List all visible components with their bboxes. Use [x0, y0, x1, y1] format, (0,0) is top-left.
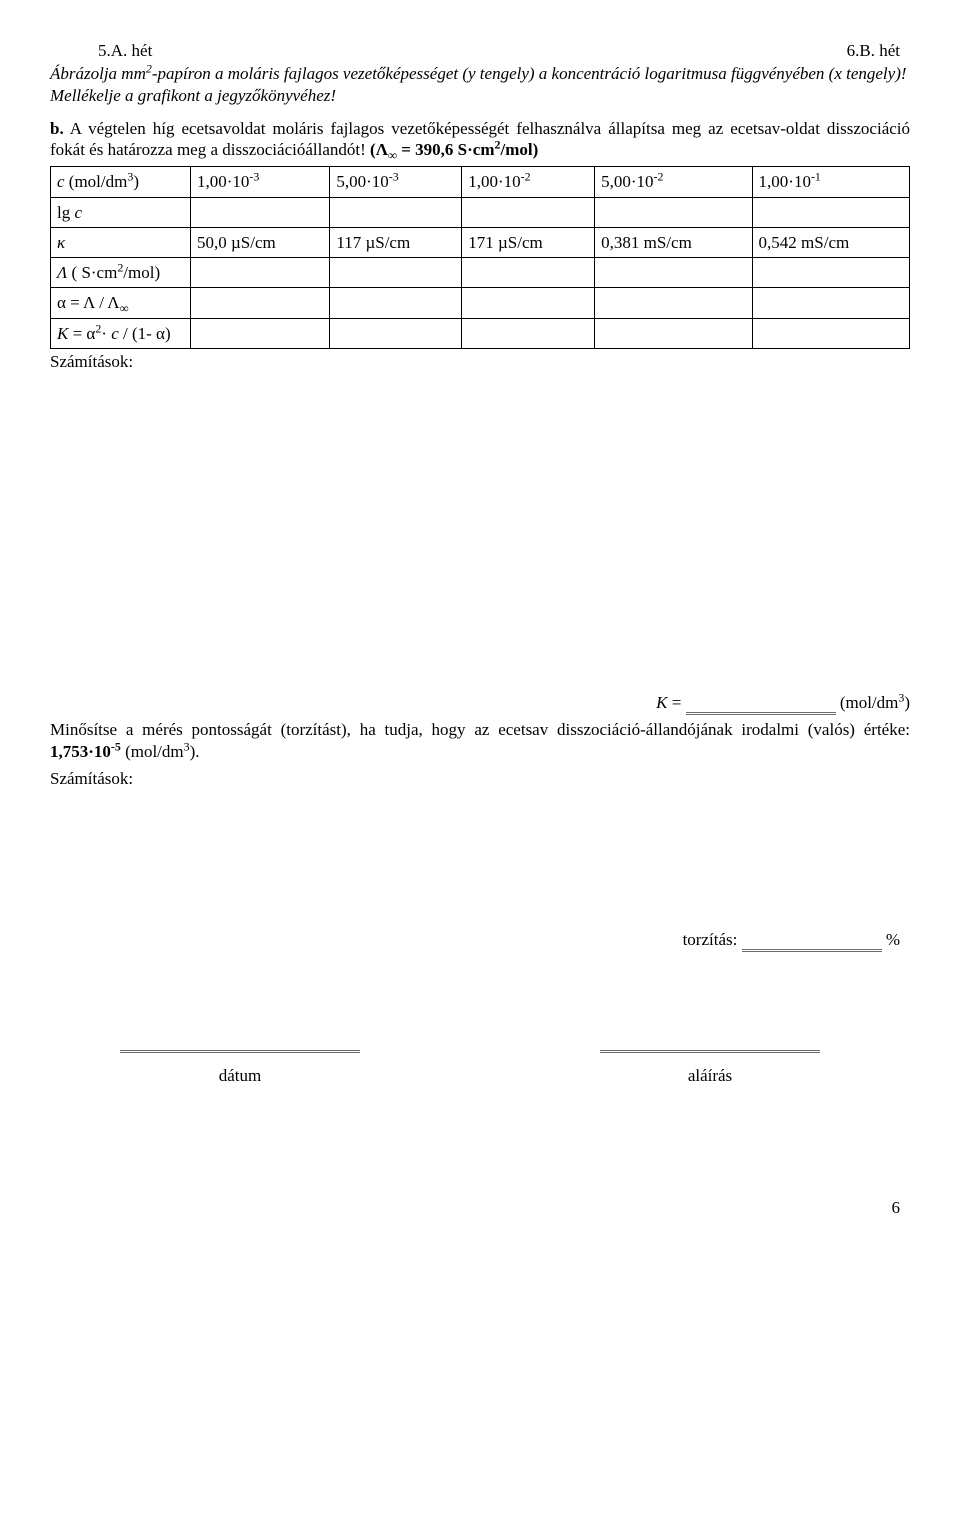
paragraph-b: b. A végtelen híg ecetsavoldat moláris f… — [50, 118, 910, 161]
date-label: dátum — [219, 1066, 262, 1085]
table-cell — [752, 258, 909, 288]
table-cell — [462, 318, 595, 348]
table-cell: 171 µS/cm — [462, 227, 595, 257]
para-b-body: A végtelen híg ecetsavoldat moláris fajl… — [50, 119, 910, 159]
table-cell — [462, 288, 595, 318]
para-b-label: b. — [50, 119, 64, 138]
date-cell: dátum — [120, 1050, 360, 1086]
calc-label-2: Számítások: — [50, 768, 910, 789]
table-cell: 5,00·10-2 — [595, 167, 752, 197]
header-left: 5.A. hét — [98, 40, 152, 61]
table-cell: 1,00·10-3 — [191, 167, 330, 197]
table-cell — [330, 288, 462, 318]
table-cell — [752, 318, 909, 348]
table-cell — [595, 288, 752, 318]
table-row: K = α2· c / (1- α) — [51, 318, 910, 348]
table-cell: 5,00·10-3 — [330, 167, 462, 197]
torzitas-label: torzítás: — [683, 930, 738, 949]
table-row: lg c — [51, 197, 910, 227]
table-cell — [330, 197, 462, 227]
table-cell — [330, 318, 462, 348]
header-right: 6.B. hét — [847, 40, 900, 61]
table-cell: 1,00·10-2 — [462, 167, 595, 197]
table-cell — [191, 197, 330, 227]
table-cell — [462, 258, 595, 288]
table-cell — [595, 258, 752, 288]
table-cell — [752, 288, 909, 318]
torzitas-unit: % — [886, 930, 900, 949]
table-row: κ50,0 µS/cm117 µS/cm171 µS/cm0,381 mS/cm… — [51, 227, 910, 257]
row-label: α = Λ / Λ∞ — [51, 288, 191, 318]
quality-paragraph: Minősítse a mérés pontosságát (torzítást… — [50, 719, 910, 762]
table-cell — [752, 197, 909, 227]
signature-label: aláírás — [688, 1066, 732, 1085]
page-number: 6 — [50, 1197, 910, 1218]
table-cell: 0,381 mS/cm — [595, 227, 752, 257]
table-cell — [330, 258, 462, 288]
table-cell: 0,542 mS/cm — [752, 227, 909, 257]
k-result-line: K = (mol/dm3) — [50, 692, 910, 713]
data-table: c (mol/dm3)1,00·10-35,00·10-31,00·10-25,… — [50, 166, 910, 349]
table-cell: 117 µS/cm — [330, 227, 462, 257]
row-label: Λ ( S·cm2/mol) — [51, 258, 191, 288]
table-cell: 50,0 µS/cm — [191, 227, 330, 257]
calc-label-1: Számítások: — [50, 351, 910, 372]
table-row: c (mol/dm3)1,00·10-35,00·10-31,00·10-25,… — [51, 167, 910, 197]
row-label: c (mol/dm3) — [51, 167, 191, 197]
table-cell — [462, 197, 595, 227]
table-cell: 1,00·10-1 — [752, 167, 909, 197]
table-row: Λ ( S·cm2/mol) — [51, 258, 910, 288]
signature-cell: aláírás — [600, 1050, 820, 1086]
table-cell — [191, 288, 330, 318]
signature-row: dátum aláírás — [50, 1050, 910, 1086]
table-cell — [595, 197, 752, 227]
table-cell — [191, 318, 330, 348]
row-label: K = α2· c / (1- α) — [51, 318, 191, 348]
table-row: α = Λ / Λ∞ — [51, 288, 910, 318]
row-label: κ — [51, 227, 191, 257]
torzitas-line: torzítás: % — [50, 929, 910, 950]
row-label: lg c — [51, 197, 191, 227]
table-cell — [595, 318, 752, 348]
table-cell — [191, 258, 330, 288]
intro-paragraph: Ábrázolja mm2-papíron a moláris fajlagos… — [50, 63, 910, 106]
